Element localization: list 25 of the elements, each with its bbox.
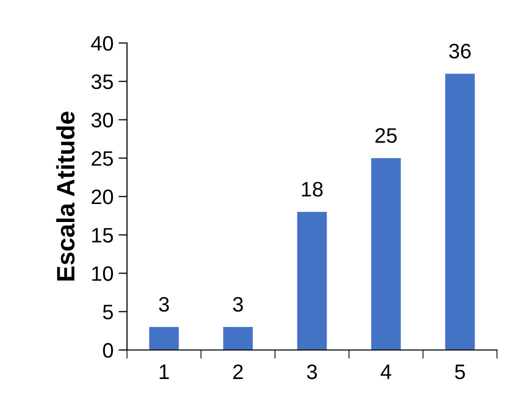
y-tick-label: 10 — [92, 266, 113, 282]
data-label: 25 — [375, 128, 397, 143]
bar — [371, 158, 401, 350]
y-tick-label: 25 — [92, 151, 113, 166]
y-tick-label: 15 — [92, 228, 113, 243]
bar — [223, 326, 253, 350]
y-tick-label: 20 — [92, 190, 113, 204]
y-tick-label: 30 — [91, 112, 113, 128]
x-tick-label: 5 — [455, 364, 465, 380]
y-tick-label: 5 — [103, 304, 113, 320]
bar — [149, 326, 179, 350]
bar — [445, 74, 475, 350]
data-label: 3 — [159, 296, 169, 312]
bar — [297, 212, 327, 350]
y-axis-title: Escala Atitude — [56, 112, 75, 280]
x-tick-label: 4 — [380, 364, 392, 379]
data-label: 36 — [449, 44, 471, 58]
data-label: 18 — [302, 182, 323, 197]
x-tick-label: 2 — [233, 364, 243, 379]
x-tick-label: 1 — [160, 364, 169, 379]
y-tick-label: 35 — [91, 74, 113, 90]
y-tick-label: 0 — [103, 343, 113, 358]
data-label: 3 — [233, 296, 243, 312]
y-tick-label: 40 — [91, 36, 113, 51]
x-tick-label: 3 — [307, 364, 317, 380]
